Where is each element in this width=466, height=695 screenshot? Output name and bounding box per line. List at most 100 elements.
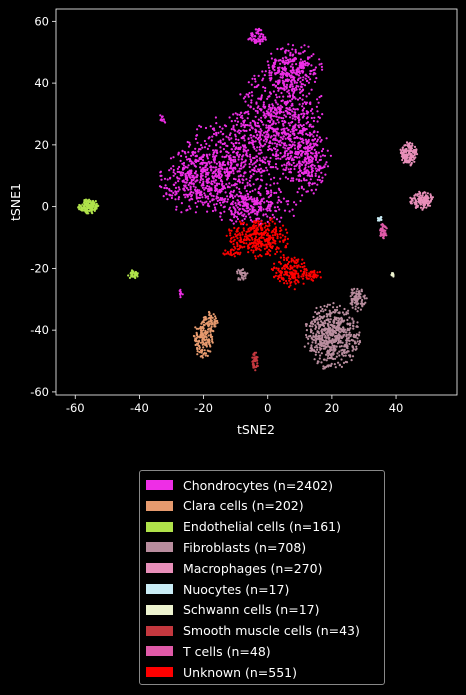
data-point xyxy=(312,119,315,123)
data-point xyxy=(159,174,162,177)
data-point xyxy=(348,322,351,325)
data-point xyxy=(324,339,327,342)
data-point xyxy=(223,142,226,145)
data-point xyxy=(215,133,218,136)
data-point xyxy=(380,218,383,221)
data-point xyxy=(163,120,166,123)
data-point xyxy=(341,311,344,314)
data-point xyxy=(303,345,306,348)
data-point xyxy=(297,276,300,279)
data-point xyxy=(187,174,190,177)
data-point xyxy=(297,77,300,80)
data-point xyxy=(170,167,173,170)
data-point xyxy=(295,88,298,91)
data-point xyxy=(340,365,343,368)
data-point xyxy=(329,311,332,314)
data-point xyxy=(237,175,240,178)
data-point xyxy=(225,150,229,153)
data-point xyxy=(206,210,209,213)
data-point xyxy=(347,333,350,336)
data-point xyxy=(291,89,294,92)
data-point xyxy=(304,166,307,169)
data-point xyxy=(323,358,326,361)
data-point xyxy=(289,58,292,61)
data-point xyxy=(252,156,255,160)
data-point xyxy=(232,249,235,252)
data-point xyxy=(249,134,252,137)
data-point xyxy=(330,349,333,352)
data-point xyxy=(343,333,346,336)
data-point xyxy=(283,163,286,166)
data-point xyxy=(273,176,276,179)
data-point xyxy=(232,166,235,170)
data-point xyxy=(246,205,249,208)
data-point xyxy=(264,86,267,90)
data-point xyxy=(311,325,314,328)
data-point xyxy=(423,206,426,209)
data-point xyxy=(296,70,299,73)
data-point xyxy=(197,150,200,153)
data-point xyxy=(232,184,235,187)
data-point xyxy=(262,170,265,173)
data-point xyxy=(359,308,362,311)
data-point xyxy=(302,123,305,127)
data-point xyxy=(243,245,246,248)
data-point xyxy=(219,150,222,153)
data-point xyxy=(293,111,296,114)
data-point xyxy=(257,208,260,212)
data-point xyxy=(333,344,336,347)
data-point xyxy=(201,349,204,352)
data-point xyxy=(250,83,253,86)
data-point xyxy=(281,224,285,227)
data-point xyxy=(282,73,285,76)
data-point xyxy=(296,145,299,149)
data-point xyxy=(221,161,224,165)
data-point xyxy=(316,318,319,321)
data-point xyxy=(417,199,420,203)
data-point xyxy=(315,105,318,108)
data-point xyxy=(249,211,253,214)
data-point xyxy=(297,121,300,124)
data-point xyxy=(204,354,207,357)
data-point xyxy=(273,142,277,145)
data-point xyxy=(329,154,332,157)
data-point xyxy=(255,178,258,181)
data-point xyxy=(176,167,179,170)
data-point xyxy=(275,267,278,270)
data-point xyxy=(159,170,162,173)
data-point xyxy=(334,310,337,313)
data-point xyxy=(128,276,131,279)
data-point xyxy=(253,200,256,203)
data-point xyxy=(294,50,297,53)
data-point xyxy=(229,232,232,235)
data-point xyxy=(259,40,262,43)
data-point xyxy=(289,85,292,88)
data-point xyxy=(251,127,254,130)
data-point xyxy=(208,185,211,188)
data-point xyxy=(259,178,263,181)
data-point xyxy=(236,117,239,120)
data-point xyxy=(269,205,272,208)
data-point xyxy=(186,158,189,161)
data-point xyxy=(253,356,256,359)
data-point xyxy=(213,161,216,164)
data-point xyxy=(213,181,216,184)
data-point xyxy=(319,276,322,279)
data-point xyxy=(296,151,299,154)
data-point xyxy=(331,357,334,360)
data-point xyxy=(228,228,231,231)
data-point xyxy=(302,107,306,110)
data-point xyxy=(199,175,202,178)
data-point xyxy=(234,233,237,236)
data-point xyxy=(239,130,242,133)
data-point xyxy=(261,222,264,225)
data-point xyxy=(293,280,296,283)
data-point xyxy=(209,345,212,348)
data-point xyxy=(265,126,268,129)
data-point xyxy=(380,228,383,232)
data-point xyxy=(257,170,261,173)
data-point xyxy=(80,207,83,210)
data-point xyxy=(340,320,343,323)
data-point xyxy=(287,112,290,115)
data-point xyxy=(206,339,209,342)
